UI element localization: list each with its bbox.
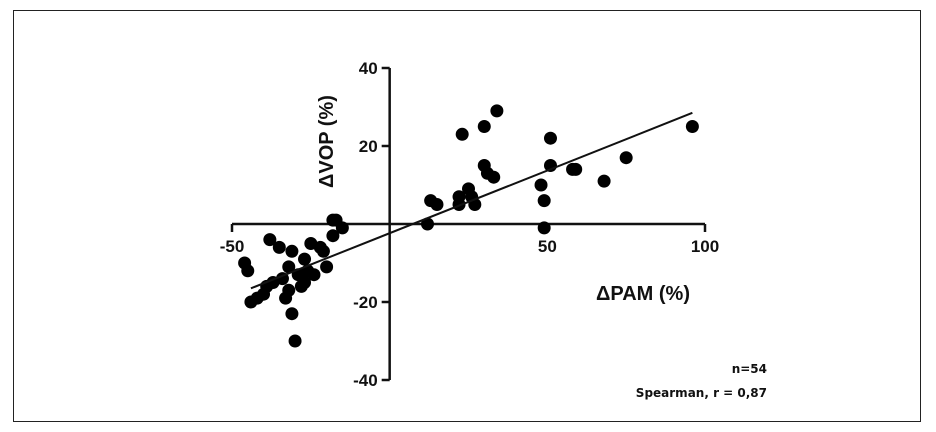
data-point bbox=[543, 131, 557, 145]
data-point bbox=[288, 334, 302, 348]
data-point bbox=[285, 244, 299, 258]
data-point bbox=[477, 120, 491, 133]
data-point bbox=[282, 283, 296, 297]
data-point bbox=[430, 198, 444, 211]
data-point bbox=[326, 229, 340, 243]
x-axis-title: ΔPAM (%) bbox=[596, 283, 690, 305]
data-point bbox=[307, 268, 321, 282]
figure-frame bbox=[13, 10, 921, 422]
y-tick-label: -20 bbox=[353, 293, 378, 312]
data-point bbox=[316, 244, 330, 258]
correlation-annotation: Spearman, r = 0,87 bbox=[636, 386, 767, 400]
regression-line bbox=[250, 111, 693, 290]
data-point bbox=[597, 174, 611, 188]
data-point bbox=[487, 170, 501, 184]
data-point bbox=[537, 221, 551, 235]
y-axis-title: ΔVOP (%) bbox=[316, 95, 338, 188]
data-point bbox=[455, 127, 469, 141]
data-point bbox=[272, 240, 286, 254]
y-tick-label: 20 bbox=[359, 137, 378, 156]
data-point bbox=[320, 260, 334, 274]
y-tick-label: -40 bbox=[353, 371, 378, 390]
data-point bbox=[452, 190, 466, 204]
x-tick-label: 100 bbox=[691, 237, 719, 256]
data-point bbox=[285, 307, 299, 321]
data-point bbox=[534, 178, 548, 192]
data-point bbox=[569, 162, 583, 176]
data-point bbox=[298, 252, 312, 266]
data-point bbox=[490, 104, 504, 118]
y-tick-label: 40 bbox=[359, 59, 378, 78]
data-point bbox=[619, 151, 633, 165]
data-point bbox=[241, 264, 255, 278]
data-points bbox=[238, 104, 699, 348]
axis-ticks: -50 50 100 40 20 -20 -40 bbox=[220, 59, 719, 390]
data-point bbox=[537, 194, 551, 208]
sample-size-annotation: n=54 bbox=[732, 362, 767, 376]
data-point bbox=[685, 120, 699, 133]
x-tick-label: 50 bbox=[538, 237, 557, 256]
data-point bbox=[263, 233, 277, 247]
x-tick-label: -50 bbox=[220, 237, 245, 256]
data-point bbox=[298, 276, 312, 289]
data-point bbox=[282, 260, 296, 274]
data-point bbox=[421, 217, 435, 231]
data-point bbox=[335, 221, 349, 235]
